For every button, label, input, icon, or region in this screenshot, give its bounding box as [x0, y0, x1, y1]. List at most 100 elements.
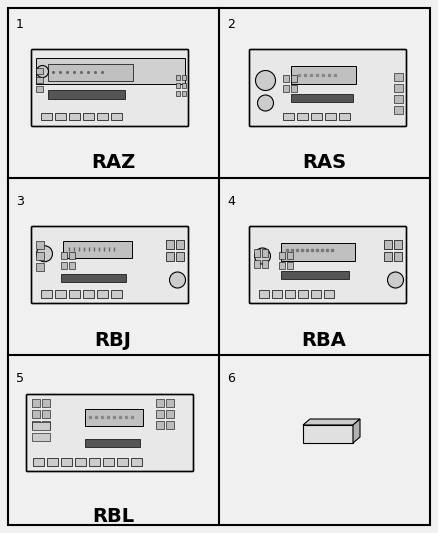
Bar [85, 439, 140, 447]
Bar [311, 290, 321, 298]
Circle shape [255, 70, 276, 91]
Bar [60, 252, 67, 259]
Bar [384, 240, 392, 249]
Circle shape [254, 248, 271, 264]
Bar [40, 290, 52, 298]
Bar [290, 94, 353, 101]
Circle shape [258, 95, 273, 111]
Bar [40, 112, 52, 119]
Bar [42, 410, 49, 418]
Bar [297, 290, 307, 298]
Bar [176, 91, 180, 95]
Bar [60, 262, 67, 269]
Circle shape [36, 246, 53, 262]
Bar [85, 409, 143, 425]
Bar [166, 399, 174, 407]
Circle shape [388, 272, 403, 288]
Text: RBJ: RBJ [95, 330, 131, 350]
Bar [32, 458, 43, 466]
Bar [283, 112, 293, 119]
Bar [131, 458, 141, 466]
Bar [82, 112, 93, 119]
Bar [156, 410, 164, 418]
Bar [176, 240, 184, 249]
Bar [35, 252, 43, 260]
Bar [54, 112, 66, 119]
Bar [290, 66, 356, 84]
Bar [261, 260, 268, 268]
Bar [47, 64, 133, 80]
Bar [117, 458, 127, 466]
Bar [279, 252, 285, 259]
Bar [32, 410, 39, 418]
Circle shape [36, 66, 49, 77]
Bar [166, 252, 173, 261]
Bar [74, 458, 85, 466]
Bar [35, 68, 42, 74]
Bar [280, 243, 355, 261]
Bar [35, 241, 43, 249]
Text: RAZ: RAZ [91, 154, 135, 173]
Bar [32, 432, 49, 440]
Text: 5: 5 [16, 372, 24, 385]
Text: RBL: RBL [92, 507, 134, 527]
Bar [166, 410, 174, 418]
Polygon shape [353, 419, 360, 443]
Bar [60, 274, 126, 281]
Bar [393, 84, 403, 92]
Bar [63, 241, 132, 257]
Bar [254, 260, 259, 268]
Bar [279, 262, 285, 269]
FancyBboxPatch shape [32, 50, 188, 126]
Bar [176, 252, 184, 261]
Bar [311, 112, 321, 119]
Bar [393, 95, 403, 103]
Bar [156, 421, 164, 429]
Bar [176, 75, 180, 79]
Bar [176, 83, 180, 87]
Text: 2: 2 [227, 18, 235, 31]
Bar [181, 91, 186, 95]
Text: 1: 1 [16, 18, 24, 31]
Bar [68, 112, 80, 119]
Text: 4: 4 [227, 195, 235, 208]
Bar [88, 458, 99, 466]
Bar [96, 290, 107, 298]
Bar [46, 458, 57, 466]
Text: RBA: RBA [301, 330, 346, 350]
Bar [254, 249, 259, 257]
Polygon shape [303, 419, 360, 425]
FancyBboxPatch shape [250, 227, 406, 303]
Bar [325, 112, 336, 119]
Bar [68, 290, 80, 298]
Text: RAS: RAS [302, 154, 346, 173]
Bar [102, 458, 113, 466]
Text: 6: 6 [227, 372, 235, 385]
Bar [35, 263, 43, 271]
Bar [280, 271, 349, 279]
Bar [339, 112, 350, 119]
Bar [35, 58, 184, 84]
Text: 3: 3 [16, 195, 24, 208]
Bar [42, 421, 49, 429]
Bar [290, 75, 297, 82]
Bar [393, 240, 402, 249]
Bar [181, 75, 186, 79]
Bar [68, 252, 74, 259]
Bar [35, 86, 42, 92]
Bar [384, 252, 392, 261]
Bar [393, 252, 402, 261]
Bar [285, 290, 294, 298]
Bar [393, 106, 403, 114]
Bar [283, 85, 289, 92]
Bar [32, 399, 39, 407]
Bar [82, 290, 93, 298]
FancyBboxPatch shape [32, 227, 188, 303]
Bar [35, 77, 42, 83]
Circle shape [170, 272, 186, 288]
Bar [297, 112, 307, 119]
Bar [166, 421, 174, 429]
Bar [286, 262, 293, 269]
Bar [42, 399, 49, 407]
FancyBboxPatch shape [27, 394, 194, 472]
